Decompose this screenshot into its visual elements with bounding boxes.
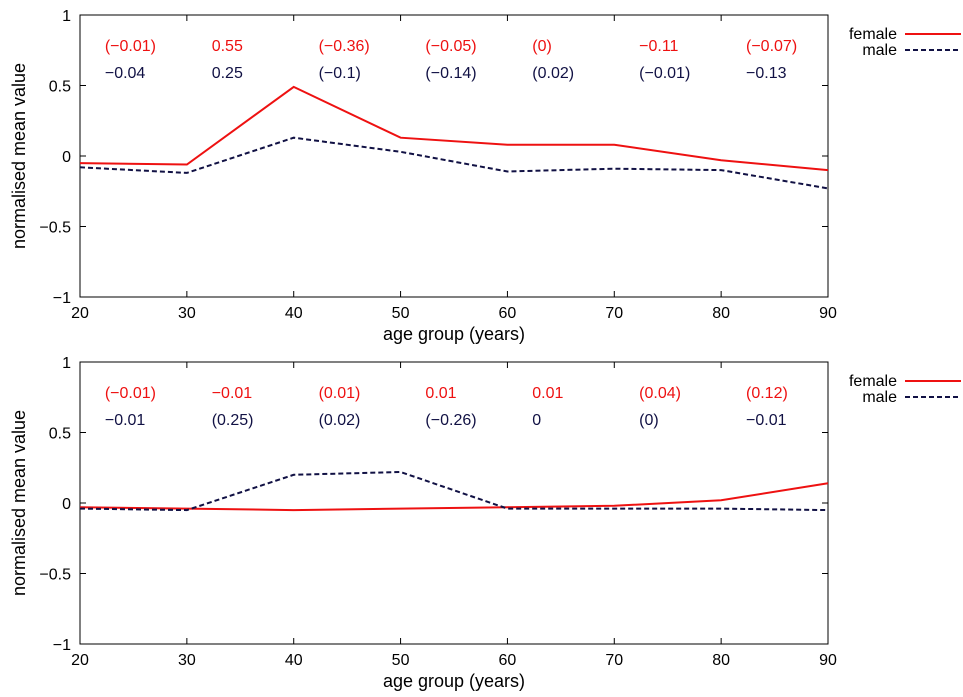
x-tick-label: 70 [605,652,623,669]
annotation-male: 0 [532,412,541,429]
annotation-female: (−0.05) [425,38,476,55]
x-tick-label: 20 [71,305,89,322]
legend-label-female: female [849,26,897,43]
x-axis-title: age group (years) [383,324,525,344]
x-tick-label: 40 [285,305,303,322]
annotation-male: (0.25) [212,412,254,429]
annotation-female: −0.01 [212,385,253,402]
y-axis-title: normalised mean value [9,410,29,596]
annotation-male: (−0.1) [319,65,361,82]
x-tick-label: 30 [178,305,196,322]
x-tick-label: 40 [285,652,303,669]
annotation-male: (0) [639,412,659,429]
annotation-female: (0) [532,38,552,55]
annotation-male: (−0.01) [639,65,690,82]
y-tick-label: 0 [62,496,71,513]
series-line-female [79,85,829,172]
chart-panel-1: 20 30 40 50 60 70 80 90 1 0.5 0 −0.5 −1 age group (ye… [9,8,961,344]
annotation-male: (−0.14) [425,65,476,82]
x-tick-label: 50 [392,305,410,322]
series-line-male [79,136,829,190]
x-tick-label: 60 [499,652,517,669]
y-tick-label: −0.5 [39,567,71,584]
x-axis-title: age group (years) [383,671,525,691]
annotation-female: (0.01) [319,385,361,402]
plot-frame [79,361,829,645]
x-tick-label: 70 [605,305,623,322]
annotation-female: (−0.01) [105,38,156,55]
annotation-female: (0.04) [639,385,681,402]
annotation-female: (0.12) [746,385,788,402]
legend-label-female: female [849,373,897,390]
plot-frame [79,14,829,298]
annotation-female: (−0.07) [746,38,797,55]
annotation-male: (0.02) [319,412,361,429]
annotation-female: 0.01 [532,385,563,402]
annotation-female: (−0.36) [319,38,370,55]
x-tick-label: 80 [712,652,730,669]
annotation-female: 0.01 [425,385,456,402]
series-line-male [79,470,829,512]
y-axis-title: normalised mean value [9,63,29,249]
x-tick-label: 20 [71,652,89,669]
legend-label-male: male [862,389,897,406]
annotation-male: 0.25 [212,65,243,82]
y-tick-label: 0 [62,149,71,166]
annotation-male: −0.04 [105,65,146,82]
x-tick-label: 30 [178,652,196,669]
annotation-female: −0.11 [639,38,678,55]
annotation-male: (0.02) [532,65,574,82]
annotation-female: 0.55 [212,38,243,55]
y-tick-label: 0.5 [49,79,71,96]
x-tick-label: 80 [712,305,730,322]
x-tick-label: 50 [392,652,410,669]
annotation-male: −0.01 [746,412,787,429]
annotation-male: (−0.26) [425,412,476,429]
y-tick-label: −0.5 [39,220,71,237]
annotation-male: −0.13 [746,65,787,82]
y-tick-label: 0.5 [49,426,71,443]
x-tick-label: 90 [819,652,837,669]
y-tick-label: −1 [53,637,71,654]
legend-label-male: male [862,42,897,59]
series-line-female [79,482,829,512]
y-tick-label: 1 [62,355,71,372]
y-tick-label: −1 [53,290,71,307]
x-tick-label: 60 [499,305,517,322]
annotation-male: −0.01 [105,412,146,429]
x-tick-label: 90 [819,305,837,322]
y-tick-label: 1 [62,8,71,25]
annotation-female: (−0.01) [105,385,156,402]
chart-panel-2: 20 30 40 50 60 70 80 90 1 0.5 0 −0.5 −1 age group (ye… [9,355,961,691]
